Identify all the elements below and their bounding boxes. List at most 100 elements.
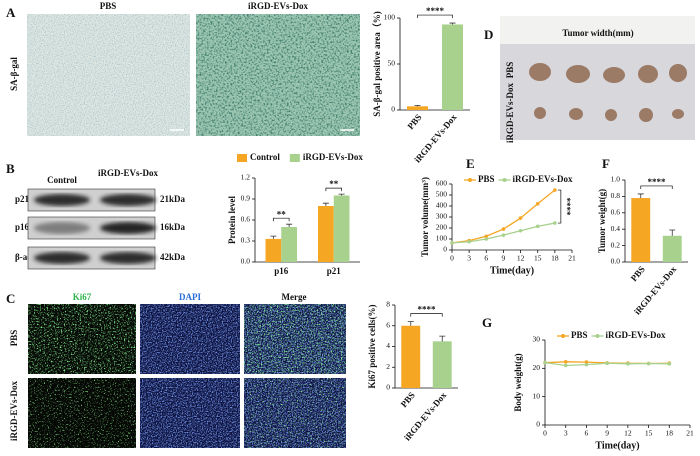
significance-bracket <box>273 217 290 222</box>
significance: **** <box>562 198 572 217</box>
row-label: iRGD-EVs-Dox <box>9 381 19 441</box>
significance-bracket <box>325 187 342 192</box>
bar <box>442 24 463 110</box>
y-tick-label: 30 <box>533 335 541 344</box>
bar <box>662 235 682 262</box>
y-tick-label: 1.0 <box>611 175 621 184</box>
micrograph-texture <box>140 304 240 374</box>
marker <box>584 360 589 364</box>
y-axis-label: Ki67 positive cells(%) <box>367 305 377 389</box>
error-bar <box>414 105 421 107</box>
x-tick-label: 0 <box>450 254 454 263</box>
row-label: PBS <box>505 62 515 79</box>
legend-label: PBS <box>571 330 588 340</box>
significance: **** <box>648 177 667 187</box>
marker <box>518 216 523 220</box>
micrograph-texture <box>28 304 136 374</box>
marker <box>543 360 547 365</box>
image-label: PBS <box>100 1 117 11</box>
tumor <box>569 108 583 120</box>
tumor <box>534 107 546 119</box>
y-tick-label: 20 <box>533 363 541 372</box>
y-tick-label: 600 <box>436 179 448 188</box>
western-blot: p2121kDap1616kDaβ-actin42kDa <box>15 188 186 270</box>
blot-band <box>100 222 156 234</box>
tumor <box>566 65 590 83</box>
bar <box>401 325 421 388</box>
y-tick-label: 6 <box>386 320 390 329</box>
bar <box>318 206 334 262</box>
marker <box>605 361 609 366</box>
x-tick-label: 3 <box>467 254 471 263</box>
row-label: iRGD-EVs-Dox <box>505 83 515 143</box>
y-tick-label: 2 <box>386 362 390 371</box>
tumor <box>672 109 684 119</box>
error-bar <box>669 229 676 236</box>
x-tick-label: 6 <box>585 429 589 438</box>
error-bar <box>439 335 446 342</box>
y-tick-label: 0 <box>386 383 390 392</box>
error-bar <box>338 193 345 196</box>
legend-swatch <box>237 154 247 162</box>
significance: ** <box>277 209 287 219</box>
y-tick-label: 0.6 <box>241 215 251 224</box>
x-tick-label: p21 <box>327 266 342 276</box>
x-tick-label: 21 <box>686 429 694 438</box>
micrograph-texture <box>28 378 136 448</box>
band-size: 42kDa <box>160 252 186 262</box>
row-label: PBS <box>9 330 19 347</box>
y-tick-label: 500 <box>436 190 448 199</box>
y-tick-label: 200 <box>436 223 448 232</box>
y-tick-label: 0.6 <box>611 208 621 217</box>
y-tick-label: 10 <box>533 391 541 400</box>
panel-letter: F <box>602 156 610 171</box>
blot-band <box>34 222 90 234</box>
legend-label: iRGD-EVs-Dox <box>303 152 363 162</box>
image-label: iRGD-EVs-Dox <box>248 1 308 11</box>
tumor <box>529 63 551 81</box>
marker <box>450 241 454 245</box>
y-axis-label: Tumor volume(mm³) <box>420 177 430 257</box>
ruler-label: Tumor width(mm) <box>562 28 633 38</box>
y-tick-label: 0 <box>536 420 540 429</box>
error-bar <box>322 202 329 206</box>
x-tick-label: 18 <box>551 254 559 263</box>
y-axis-label: Tumor weight(g) <box>597 189 607 253</box>
y-tick-label: 4 <box>386 341 390 350</box>
tumor <box>605 109 617 121</box>
blot-band <box>34 252 90 264</box>
blot-column: iRGD-EVs-Dox <box>98 168 158 178</box>
marker <box>535 202 540 206</box>
significance-bracket <box>640 185 673 189</box>
row-label: SA-β-gal <box>9 57 19 91</box>
y-tick-label: 0.8 <box>611 191 621 200</box>
legend-label: iRGD-EVs-Dox <box>606 330 666 340</box>
significance-bracket <box>417 14 453 19</box>
tumor <box>669 64 687 82</box>
y-tick-label: 0 <box>443 245 447 254</box>
bar <box>432 341 452 388</box>
bar <box>281 227 297 262</box>
marker <box>553 221 557 225</box>
x-tick-label: 9 <box>605 429 609 438</box>
marker <box>553 188 557 192</box>
y-axis-label: Body weight(g) <box>513 353 523 411</box>
marker <box>667 362 672 366</box>
marker <box>484 237 489 241</box>
significance-bracket <box>410 313 443 317</box>
blot-band <box>100 194 156 206</box>
y-tick-label: 50 <box>388 59 396 68</box>
x-tick-label: 15 <box>534 254 542 263</box>
y-tick-label: 0.2 <box>611 240 621 249</box>
x-tick-label: 3 <box>564 429 568 438</box>
y-tick-label: 100 <box>436 234 448 243</box>
y-tick-label: 0.9 <box>241 194 251 203</box>
micrograph-texture <box>196 14 360 136</box>
micrograph-texture <box>244 378 346 448</box>
blot-band <box>34 194 90 206</box>
y-tick-label: 0.4 <box>611 224 621 233</box>
x-tick-label: 0 <box>543 429 547 438</box>
x-tick-label: 6 <box>484 254 488 263</box>
marker <box>646 361 651 366</box>
band-name: p16 <box>15 222 30 232</box>
